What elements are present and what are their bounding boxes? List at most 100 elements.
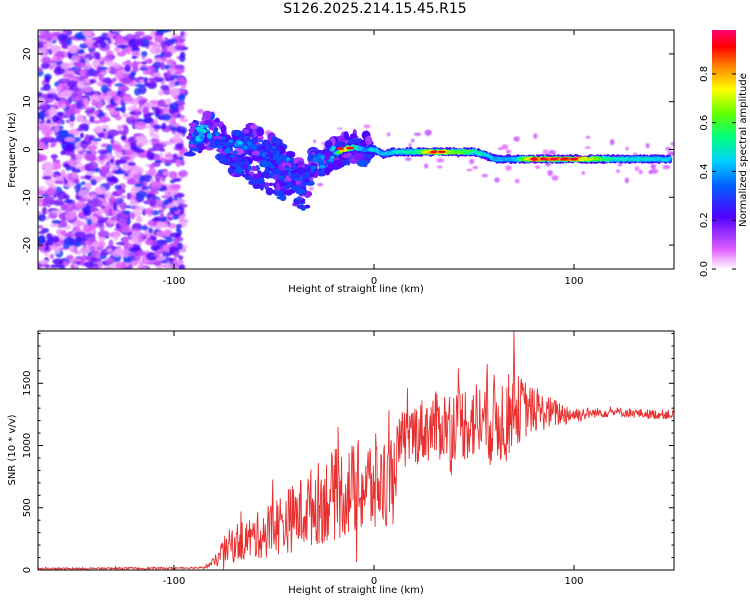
spectrogram-noise <box>38 30 674 269</box>
spectrogram-x-tick-label: 0 <box>371 276 377 287</box>
ridge-core <box>318 160 323 166</box>
noise-blob <box>45 115 54 121</box>
noise-blob <box>43 196 55 203</box>
noise-blob <box>75 201 86 209</box>
noise-blob <box>56 33 68 42</box>
noise-blob <box>104 190 111 200</box>
ridge-core <box>192 131 200 136</box>
noise-blob <box>177 242 183 250</box>
ridge-blob <box>248 180 253 185</box>
ridge-blob <box>257 170 262 176</box>
noise-blob <box>90 178 97 186</box>
ridge-blob <box>279 194 287 202</box>
noise-blob <box>169 102 179 111</box>
noise-blob <box>146 58 153 64</box>
noise-blob <box>73 107 81 115</box>
noise-blob <box>142 174 153 183</box>
colorbar-tick-label: 0.6 <box>699 115 710 131</box>
noise-blob <box>132 44 139 51</box>
noise-blob <box>105 152 113 161</box>
noise-blob <box>130 61 139 69</box>
noise-blob <box>116 51 127 57</box>
noise-blob <box>121 87 126 96</box>
noise-blob <box>89 206 97 213</box>
noise-blob <box>638 169 643 175</box>
noise-blob <box>73 84 79 92</box>
ridge-blob <box>256 127 265 137</box>
noise-blob <box>513 136 520 142</box>
noise-blob <box>41 62 50 70</box>
noise-blob <box>115 159 128 164</box>
noise-blob <box>148 227 153 234</box>
ridge-core <box>244 144 248 150</box>
noise-blob <box>63 30 70 35</box>
ridge-blob <box>214 127 219 132</box>
noise-blob <box>63 237 75 245</box>
ridge-core <box>190 137 195 142</box>
noise-blob <box>138 98 146 106</box>
noise-blob <box>141 61 148 65</box>
noise-blob <box>436 158 445 163</box>
noise-blob <box>494 177 500 183</box>
noise-blob <box>77 80 85 90</box>
ridge-segment <box>667 156 673 160</box>
ridge-core <box>290 170 298 175</box>
noise-blob <box>91 141 99 146</box>
noise-blob <box>112 202 118 211</box>
noise-blob <box>408 142 412 148</box>
spectrogram-marks <box>38 30 674 269</box>
noise-blob <box>41 122 53 127</box>
noise-blob <box>308 186 314 191</box>
noise-blob <box>53 31 61 37</box>
ridge-core <box>320 156 324 160</box>
noise-blob <box>79 132 85 139</box>
noise-blob <box>107 54 116 59</box>
noise-blob <box>160 84 170 91</box>
noise-blob <box>131 55 137 60</box>
noise-blob <box>88 39 93 48</box>
noise-blob <box>175 142 184 150</box>
noise-blob <box>174 44 183 51</box>
ridge-blob <box>252 173 260 180</box>
noise-blob <box>137 139 149 146</box>
noise-blob <box>149 46 162 55</box>
noise-blob <box>68 80 78 87</box>
noise-blob <box>122 113 129 118</box>
noise-blob <box>89 194 97 199</box>
noise-blob <box>609 139 615 146</box>
noise-blob <box>110 192 115 202</box>
noise-blob <box>78 221 84 226</box>
noise-blob <box>146 151 155 161</box>
noise-blob <box>115 130 127 135</box>
noise-blob <box>584 146 591 149</box>
noise-blob <box>73 249 79 254</box>
noise-blob <box>176 126 188 135</box>
noise-blob <box>105 257 115 265</box>
noise-blob <box>98 240 106 249</box>
ridge-blob <box>244 169 250 175</box>
ridge-blob <box>248 150 253 156</box>
ridge-core <box>205 129 210 133</box>
ridge-core <box>275 150 280 156</box>
noise-blob <box>41 56 52 64</box>
noise-blob <box>139 67 148 71</box>
noise-blob <box>83 78 92 84</box>
noise-blob <box>73 241 82 247</box>
noise-blob <box>144 239 154 245</box>
noise-blob <box>197 108 205 114</box>
noise-blob <box>119 222 127 228</box>
ridge-core <box>328 158 334 162</box>
ridge-core <box>246 136 251 141</box>
noise-blob <box>139 225 149 231</box>
noise-blob <box>38 259 50 264</box>
noise-blob <box>88 161 99 170</box>
noise-blob <box>91 37 101 41</box>
ridge-core <box>330 147 335 151</box>
noise-blob <box>132 66 140 72</box>
snr-x-tick-label: 100 <box>564 576 583 587</box>
noise-blob <box>163 244 169 253</box>
noise-blob <box>121 145 133 151</box>
ridge-blob <box>324 168 330 175</box>
